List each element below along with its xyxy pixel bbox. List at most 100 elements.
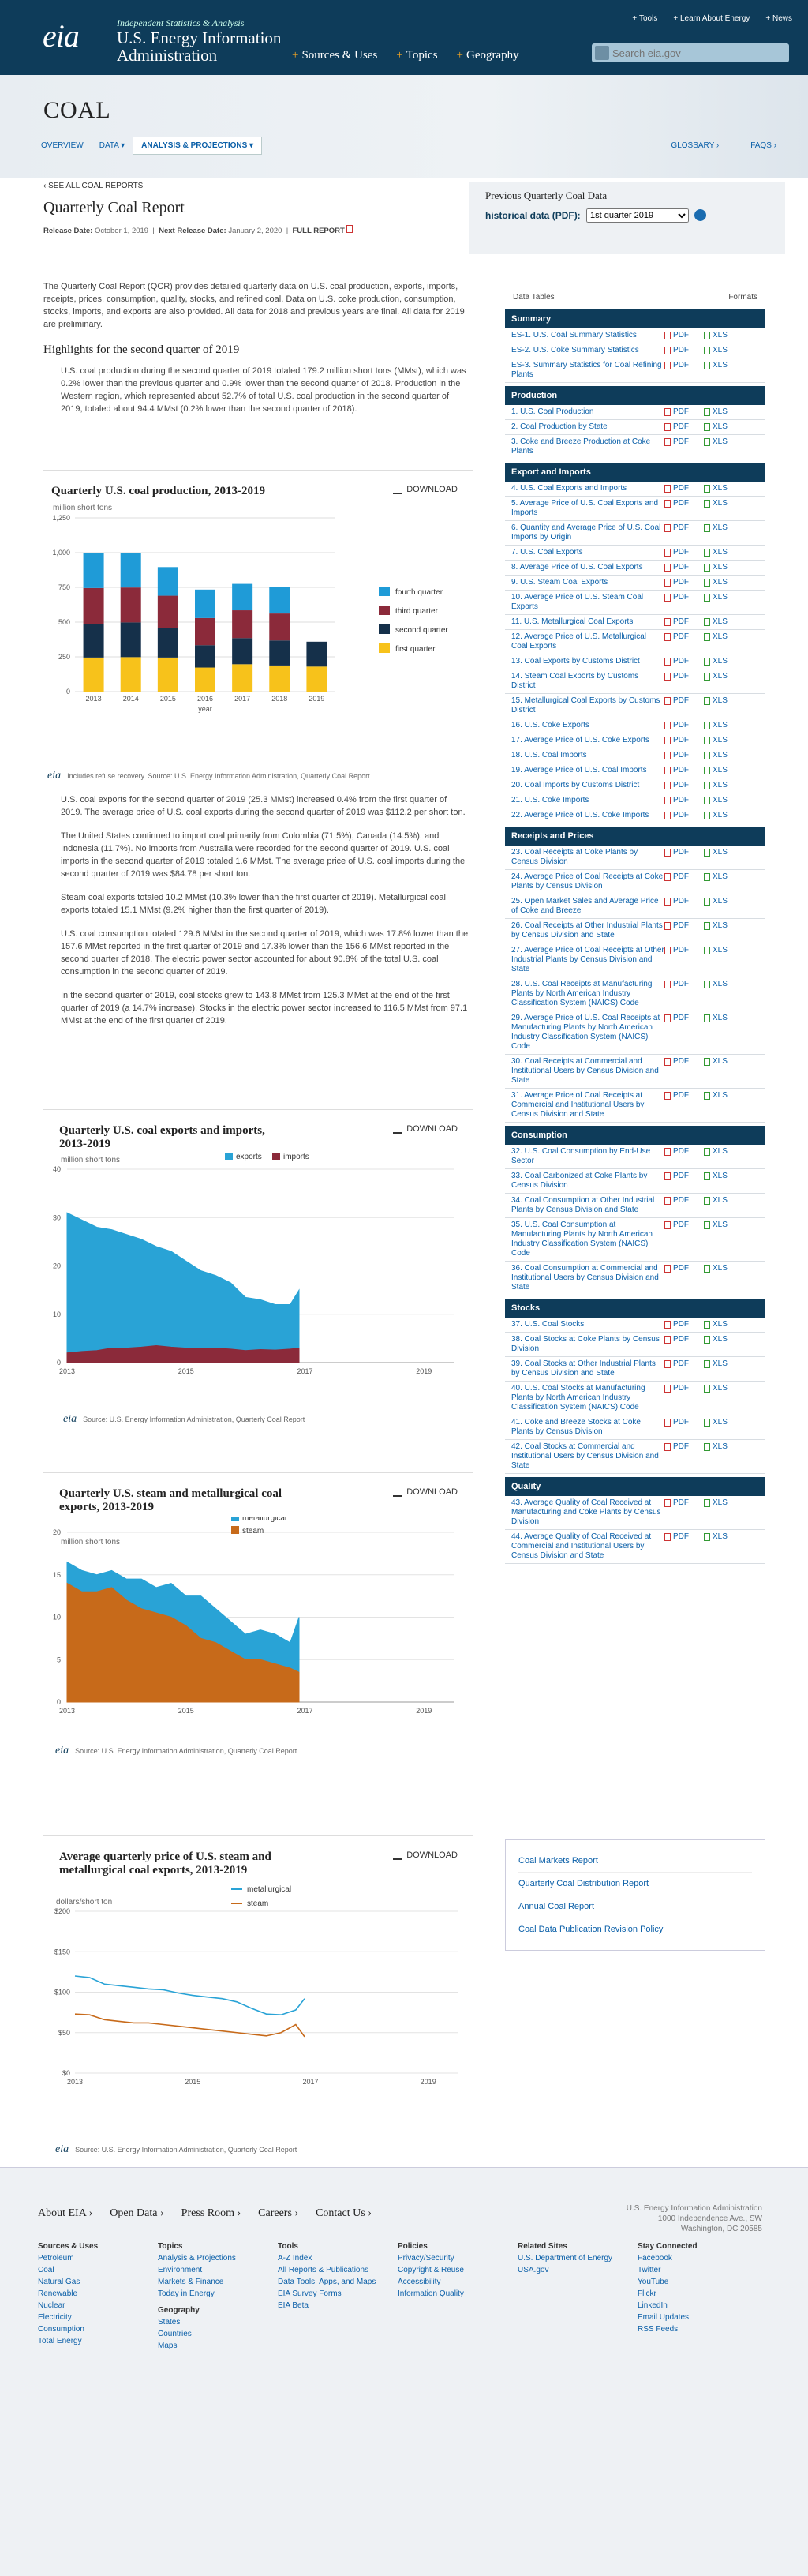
search-icon[interactable] [595, 46, 609, 60]
table-link[interactable]: 14. Steam Coal Exports by Customs Distri… [511, 672, 639, 690]
footer-link[interactable]: Nuclear [38, 2301, 65, 2310]
table-link[interactable]: 17. Average Price of U.S. Coke Exports [511, 736, 649, 744]
footer-link[interactable]: Environment [158, 2266, 203, 2274]
table-link[interactable]: 15. Metallurgical Coal Exports by Custom… [511, 696, 660, 714]
pdf-link[interactable]: PDF [664, 657, 704, 666]
pdf-link[interactable]: PDF [664, 1014, 704, 1022]
table-link[interactable]: 42. Coal Stocks at Commercial and Instit… [511, 1442, 659, 1470]
footer-link[interactable]: Privacy/Security [398, 2254, 454, 2263]
xls-link[interactable]: XLS [704, 1091, 743, 1100]
xls-link[interactable]: XLS [704, 766, 743, 774]
pdf-link[interactable]: PDF [664, 1359, 704, 1368]
table-link[interactable]: 2. Coal Production by State [511, 422, 608, 431]
news-link[interactable]: + News [765, 14, 792, 23]
table-link[interactable]: 5. Average Price of U.S. Coal Exports an… [511, 499, 659, 517]
footer-link[interactable]: Data Tools, Apps, and Maps [278, 2278, 376, 2286]
table-link[interactable]: 23. Coal Receipts at Coke Plants by Cens… [511, 848, 638, 866]
table-link[interactable]: 13. Coal Exports by Customs District [511, 657, 640, 666]
pdf-link[interactable]: PDF [664, 848, 704, 857]
pdf-link[interactable]: PDF [664, 1147, 704, 1156]
table-link[interactable]: 4. U.S. Coal Exports and Imports [511, 484, 627, 493]
footer-link[interactable]: EIA Beta [278, 2301, 309, 2310]
pdf-link[interactable]: PDF [664, 1196, 704, 1205]
pdf-link[interactable]: PDF [664, 872, 704, 881]
search-input[interactable] [612, 47, 770, 59]
download-button[interactable]: DOWNLOAD [393, 485, 458, 494]
related-link[interactable]: Coal Data Publication Revision Policy [518, 1925, 664, 1934]
download-button[interactable]: DOWNLOAD [393, 1487, 458, 1497]
table-link[interactable]: 21. U.S. Coke Imports [511, 796, 589, 804]
xls-link[interactable]: XLS [704, 811, 743, 819]
footer-link[interactable]: Facebook [638, 2254, 672, 2263]
pdf-link[interactable]: PDF [664, 346, 704, 354]
xls-link[interactable]: XLS [704, 657, 743, 666]
nav-sources[interactable]: + Sources & Uses [292, 49, 378, 62]
footer-link[interactable]: Maps [158, 2342, 178, 2350]
pdf-link[interactable]: PDF [664, 751, 704, 759]
pdf-link[interactable]: PDF [664, 781, 704, 789]
xls-link[interactable]: XLS [704, 946, 743, 954]
pdf-link[interactable]: PDF [664, 811, 704, 819]
pdf-link[interactable]: PDF [664, 593, 704, 602]
table-link[interactable]: 37. U.S. Coal Stocks [511, 1320, 585, 1329]
pdf-link[interactable]: PDF [664, 1442, 704, 1451]
pdf-link[interactable]: PDF [664, 1057, 704, 1066]
pdf-link[interactable]: PDF [664, 1418, 704, 1427]
related-link[interactable]: Coal Markets Report [518, 1850, 752, 1873]
xls-link[interactable]: XLS [704, 1014, 743, 1022]
pdf-link[interactable]: PDF [664, 523, 704, 532]
pdf-link[interactable]: PDF [664, 1320, 704, 1329]
table-link[interactable]: 7. U.S. Coal Exports [511, 548, 583, 557]
quarter-select[interactable]: 1st quarter 2019 [586, 208, 689, 223]
table-link[interactable]: 39. Coal Stocks at Other Industrial Plan… [511, 1359, 656, 1378]
footer-link[interactable]: USA.gov [518, 2266, 549, 2274]
pdf-link[interactable]: PDF [664, 696, 704, 705]
footer-link[interactable]: Countries [158, 2330, 192, 2338]
table-link[interactable]: 40. U.S. Coal Stocks at Manufacturing Pl… [511, 1384, 645, 1412]
xls-link[interactable]: XLS [704, 1320, 743, 1329]
xls-link[interactable]: XLS [704, 1264, 743, 1273]
pdf-link[interactable]: PDF [664, 422, 704, 431]
xls-link[interactable]: XLS [704, 796, 743, 804]
xls-link[interactable]: XLS [704, 897, 743, 906]
xls-link[interactable]: XLS [704, 578, 743, 587]
related-link[interactable]: Quarterly Coal Distribution Report [518, 1873, 752, 1895]
table-link[interactable]: 25. Open Market Sales and Average Price … [511, 897, 659, 915]
table-link[interactable]: 19. Average Price of U.S. Coal Imports [511, 766, 647, 774]
tab-analysis[interactable]: ANALYSIS & PROJECTIONS ▾ [133, 137, 263, 155]
pdf-link[interactable]: PDF [664, 796, 704, 804]
pdf-link[interactable]: PDF [664, 980, 704, 988]
pdf-link[interactable]: PDF [664, 437, 704, 446]
xls-link[interactable]: XLS [704, 736, 743, 744]
pdf-link[interactable]: PDF [664, 1221, 704, 1229]
xls-link[interactable]: XLS [704, 1221, 743, 1229]
footer-link[interactable]: Petroleum [38, 2254, 74, 2263]
pdf-link[interactable]: PDF [664, 563, 704, 572]
pdf-link[interactable]: PDF [664, 736, 704, 744]
table-link[interactable]: 29. Average Price of U.S. Coal Receipts … [511, 1014, 660, 1051]
pdf-link[interactable]: PDF [664, 578, 704, 587]
footer-link[interactable]: Natural Gas [38, 2278, 80, 2286]
pdf-link[interactable]: PDF [664, 672, 704, 681]
footer-link[interactable]: Total Energy [38, 2337, 82, 2345]
eia-logo[interactable]: eia [43, 18, 80, 54]
xls-link[interactable]: XLS [704, 1498, 743, 1507]
table-link[interactable]: 12. Average Price of U.S. Metallurgical … [511, 632, 647, 651]
table-link[interactable]: 31. Average Price of Coal Receipts at Co… [511, 1091, 645, 1119]
pdf-link[interactable]: PDF [664, 361, 704, 369]
table-link[interactable]: 20. Coal Imports by Customs District [511, 781, 640, 789]
pdf-link[interactable]: PDF [664, 766, 704, 774]
pdf-link[interactable]: PDF [664, 407, 704, 416]
table-link[interactable]: 26. Coal Receipts at Other Industrial Pl… [511, 921, 663, 939]
pdf-link[interactable]: PDF [664, 548, 704, 557]
xls-link[interactable]: XLS [704, 617, 743, 626]
table-link[interactable]: 18. U.S. Coal Imports [511, 751, 587, 759]
xls-link[interactable]: XLS [704, 548, 743, 557]
pdf-link[interactable]: PDF [664, 1091, 704, 1100]
xls-link[interactable]: XLS [704, 848, 743, 857]
table-link[interactable]: 9. U.S. Steam Coal Exports [511, 578, 608, 587]
xls-link[interactable]: XLS [704, 1532, 743, 1541]
xls-link[interactable]: XLS [704, 980, 743, 988]
table-link[interactable]: 44. Average Quality of Coal Received at … [511, 1532, 652, 1560]
pdf-link[interactable]: PDF [664, 1172, 704, 1180]
